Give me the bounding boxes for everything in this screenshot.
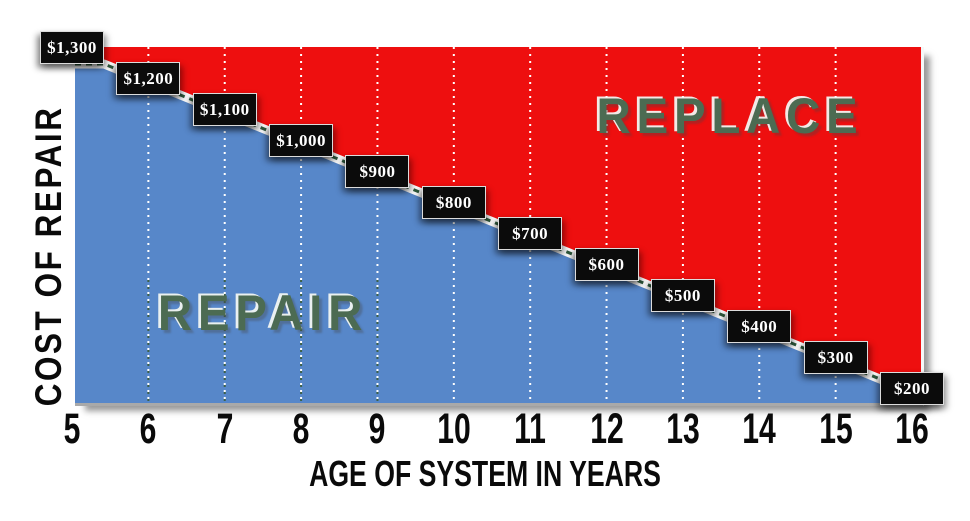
cost-label-box: $500 — [650, 279, 715, 312]
cost-label-box: $900 — [345, 155, 410, 188]
cost-label-box: $1,200 — [116, 62, 181, 95]
x-tick-label: 8 — [292, 405, 310, 453]
x-tick-label: 5 — [63, 405, 81, 453]
x-tick-label: 10 — [437, 405, 471, 453]
x-tick-label: 15 — [818, 405, 853, 453]
cost-label-box: $600 — [574, 248, 639, 281]
x-tick-label: 16 — [895, 405, 929, 453]
cost-label-box: $800 — [421, 186, 486, 219]
x-tick-label: 7 — [216, 405, 234, 453]
x-tick-label: 14 — [742, 405, 777, 453]
x-tick-label: 13 — [666, 405, 700, 453]
x-tick-label: 6 — [139, 405, 157, 453]
cost-label-box: $300 — [803, 341, 868, 374]
x-axis-title: AGE OF SYSTEM IN YEARS — [309, 453, 661, 494]
trend-line-dashed — [75, 62, 921, 398]
cost-label-box: $1,300 — [40, 31, 104, 64]
cost-label-box: $1,000 — [269, 124, 334, 157]
x-tick-label: 12 — [589, 405, 624, 453]
cost-label-box: $1,100 — [192, 93, 257, 126]
x-tick-label: 9 — [369, 405, 386, 453]
x-tick-label: 11 — [514, 405, 547, 453]
cost-label-box: $700 — [498, 217, 563, 250]
zone-label-repair: REPAIR — [157, 285, 369, 341]
zone-label-replace: REPLACE — [596, 88, 864, 144]
cost-label-box: $200 — [880, 372, 944, 405]
y-axis-title: COST OF REPAIR — [28, 105, 69, 407]
cost-label-box: $400 — [727, 310, 792, 343]
